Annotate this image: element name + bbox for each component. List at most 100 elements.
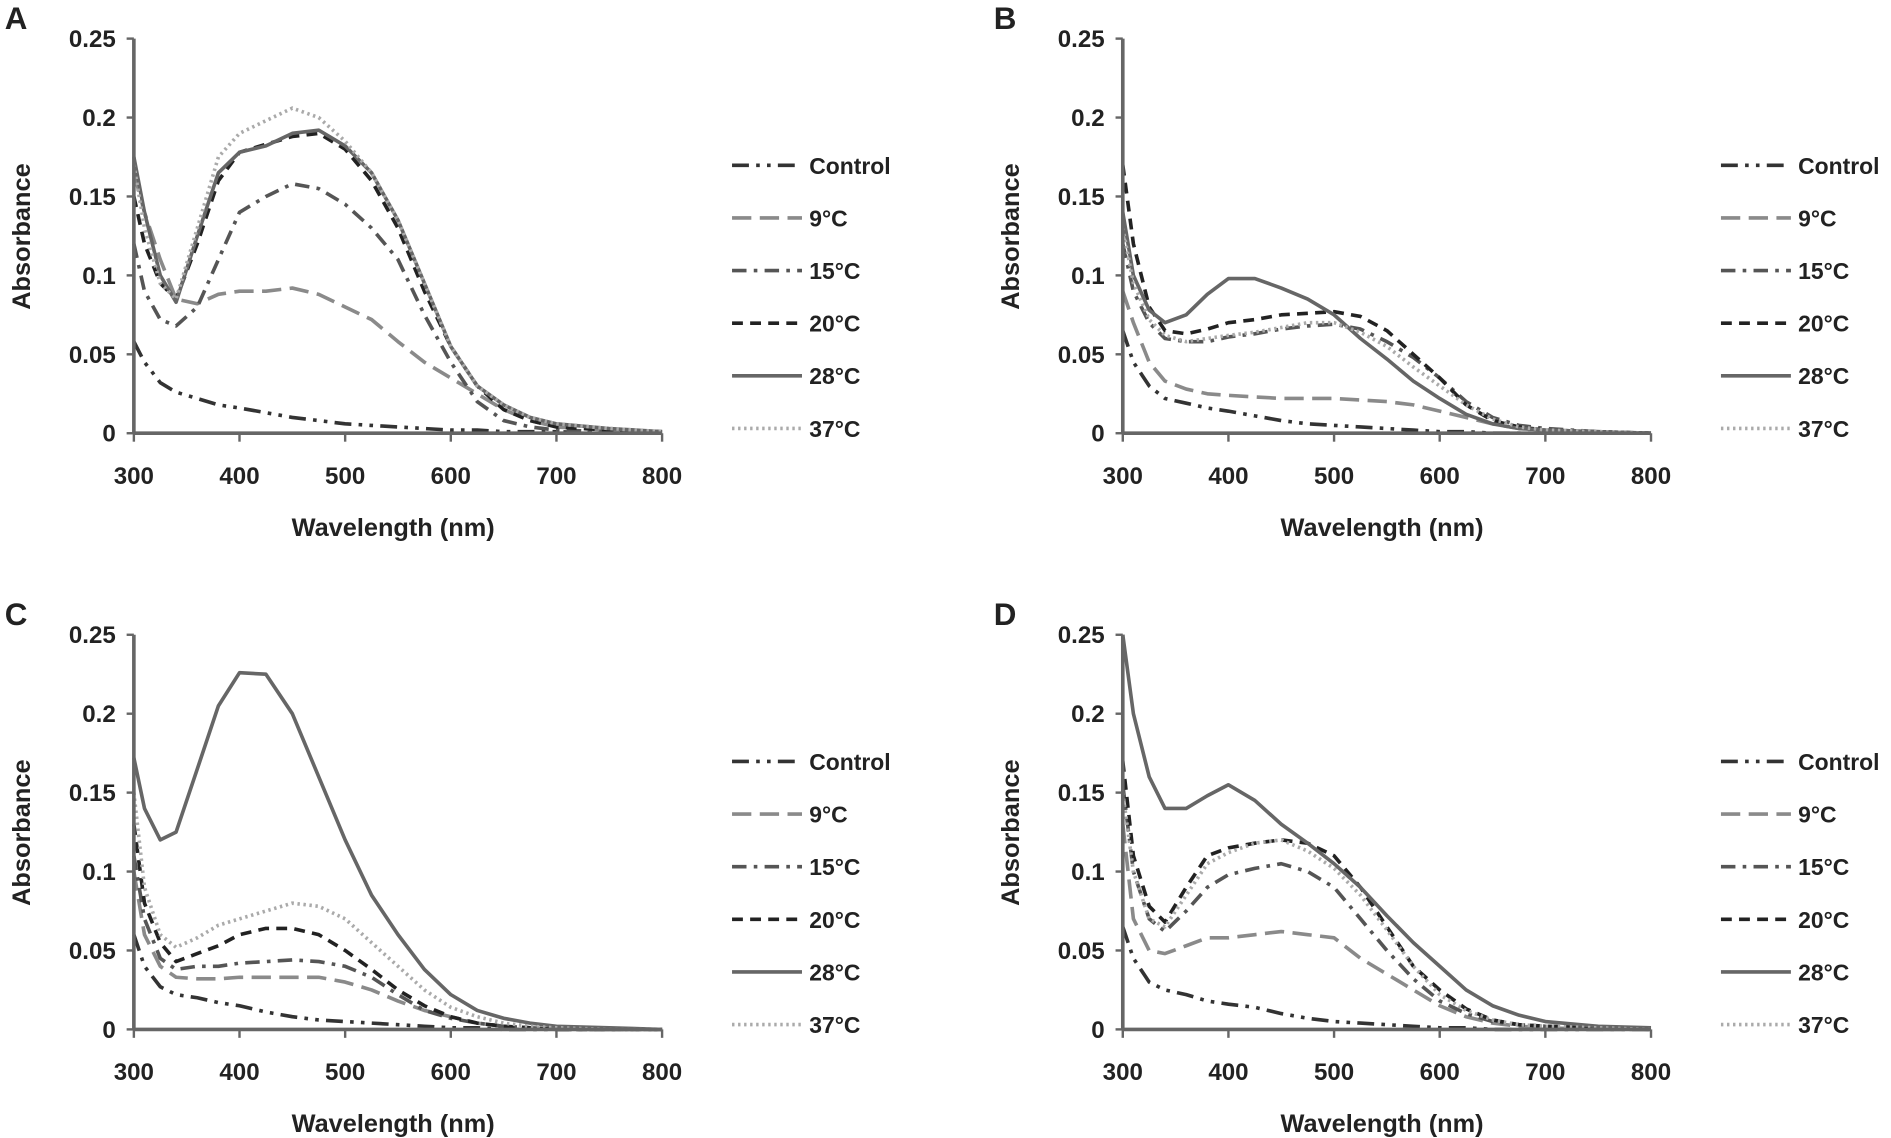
series-line-20c xyxy=(1120,760,1652,1032)
legend-label: 20°C xyxy=(809,907,860,933)
x-tick-label: 700 xyxy=(536,463,576,490)
x-tick-label: 300 xyxy=(114,1059,154,1086)
y-tick-label: 0 xyxy=(102,421,115,448)
y-tick-label: 0.2 xyxy=(1071,701,1105,728)
x-tick-label: 400 xyxy=(219,1059,259,1086)
series-line-control xyxy=(132,340,663,436)
series-line-9c xyxy=(1121,290,1652,436)
y-tick-label: 0.25 xyxy=(69,622,116,649)
legend-label: Control xyxy=(809,749,890,775)
legend-label: 37°C xyxy=(809,1012,860,1038)
panel-label: C xyxy=(5,597,28,632)
panel-d: D Control 9°C 15°C 20°C 28°C 37°C 0 0.05 0.1 0.15 0… xyxy=(994,597,1880,1138)
y-axis-title: Absorbance xyxy=(997,759,1025,905)
series-line-20c xyxy=(132,131,663,434)
y-tick-label: 0.2 xyxy=(82,105,116,132)
legend-label: 28°C xyxy=(1798,959,1849,985)
y-tick-label: 0 xyxy=(1091,1017,1104,1044)
y-axis-title: Absorbance xyxy=(997,163,1025,309)
series-line-28c xyxy=(1120,211,1652,436)
x-tick-label: 800 xyxy=(1631,1059,1671,1086)
legend-label: 28°C xyxy=(1798,363,1849,389)
legend-label: 9°C xyxy=(1798,205,1836,231)
x-tick-label: 800 xyxy=(642,463,682,490)
x-tick-label: 800 xyxy=(1631,463,1671,490)
legend-label: 20°C xyxy=(1798,907,1849,933)
y-tick-label: 0.25 xyxy=(69,26,116,53)
series-line-9c xyxy=(1120,824,1652,1032)
legend-label: 37°C xyxy=(1798,1012,1849,1038)
legend-label: 15°C xyxy=(809,258,860,284)
x-tick-label: 700 xyxy=(1525,463,1565,490)
series-line-control xyxy=(1121,926,1652,1032)
x-tick-label: 400 xyxy=(1208,1059,1248,1086)
x-tick-label: 400 xyxy=(219,463,259,490)
legend-label: 9°C xyxy=(809,205,847,231)
panel-label: D xyxy=(994,597,1017,632)
panel-c: C Control 9°C 15°C 20°C 28°C 37°C 0 0.05 0.1 0.15 0… xyxy=(5,597,891,1138)
x-tick-label: 500 xyxy=(1314,1059,1354,1086)
x-tick-label: 700 xyxy=(1525,1059,1565,1086)
y-axis-title: Absorbance xyxy=(8,163,36,309)
panel-label: B xyxy=(994,1,1017,36)
legend-label: 9°C xyxy=(1798,802,1836,828)
y-tick-label: 0.15 xyxy=(69,184,116,211)
y-axis-title: Absorbance xyxy=(8,759,36,905)
legend-label: 15°C xyxy=(809,854,860,880)
y-tick-label: 0.2 xyxy=(1071,105,1105,132)
x-tick-label: 600 xyxy=(1420,463,1460,490)
legend-label: Control xyxy=(1798,153,1879,179)
x-tick-label: 700 xyxy=(536,1059,576,1086)
legend-label: 20°C xyxy=(1798,311,1849,337)
series-line-15c xyxy=(1121,243,1652,436)
series-line-20c xyxy=(1120,164,1652,436)
legend-label: Control xyxy=(1798,749,1879,775)
legend-label: 28°C xyxy=(809,959,860,985)
y-tick-label: 0.1 xyxy=(82,859,116,886)
x-tick-label: 600 xyxy=(1420,1059,1460,1086)
x-tick-label: 400 xyxy=(1208,463,1248,490)
y-tick-label: 0.05 xyxy=(1058,342,1105,369)
y-tick-label: 0.1 xyxy=(1071,859,1105,886)
series-line-9c xyxy=(132,172,663,434)
series-line-control xyxy=(1121,330,1652,436)
x-tick-label: 500 xyxy=(1314,463,1354,490)
x-tick-label: 500 xyxy=(325,1059,365,1086)
legend-label: 15°C xyxy=(1798,258,1849,284)
series-line-20c xyxy=(132,823,663,1032)
y-tick-label: 0.25 xyxy=(1058,26,1105,53)
x-tick-label: 600 xyxy=(431,1059,471,1086)
x-tick-label: 300 xyxy=(114,463,154,490)
y-tick-label: 0.15 xyxy=(69,780,116,807)
series-line-37c xyxy=(1120,792,1652,1032)
x-axis-title: Wavelength (nm) xyxy=(292,1110,495,1138)
legend-label: 15°C xyxy=(1798,854,1849,880)
y-tick-label: 0 xyxy=(1091,421,1104,448)
y-tick-label: 0.2 xyxy=(82,701,116,728)
x-tick-label: 300 xyxy=(1103,463,1143,490)
y-tick-label: 0.1 xyxy=(1071,263,1105,290)
x-tick-label: 800 xyxy=(642,1059,682,1086)
series-line-15c xyxy=(1120,784,1652,1032)
x-axis-title: Wavelength (nm) xyxy=(1281,514,1484,542)
series-line-28c xyxy=(132,670,663,1032)
x-tick-label: 300 xyxy=(1103,1059,1143,1086)
series-line-37c xyxy=(1121,227,1652,436)
y-tick-label: 0.05 xyxy=(69,342,116,369)
legend-label: 37°C xyxy=(1798,416,1849,442)
legend-label: 37°C xyxy=(809,416,860,442)
legend-label: Control xyxy=(809,153,890,179)
y-tick-label: 0.25 xyxy=(1058,622,1105,649)
x-tick-label: 500 xyxy=(325,463,365,490)
y-tick-label: 0 xyxy=(102,1017,115,1044)
y-tick-label: 0.1 xyxy=(82,263,116,290)
x-axis-title: Wavelength (nm) xyxy=(292,514,495,542)
legend-label: 20°C xyxy=(809,311,860,337)
y-tick-label: 0.05 xyxy=(69,938,116,965)
series-line-28c xyxy=(1120,634,1652,1030)
series-line-9c xyxy=(132,871,663,1032)
series-line-15c xyxy=(132,181,663,436)
legend-label: 28°C xyxy=(809,363,860,389)
series-line-15c xyxy=(132,855,663,1032)
